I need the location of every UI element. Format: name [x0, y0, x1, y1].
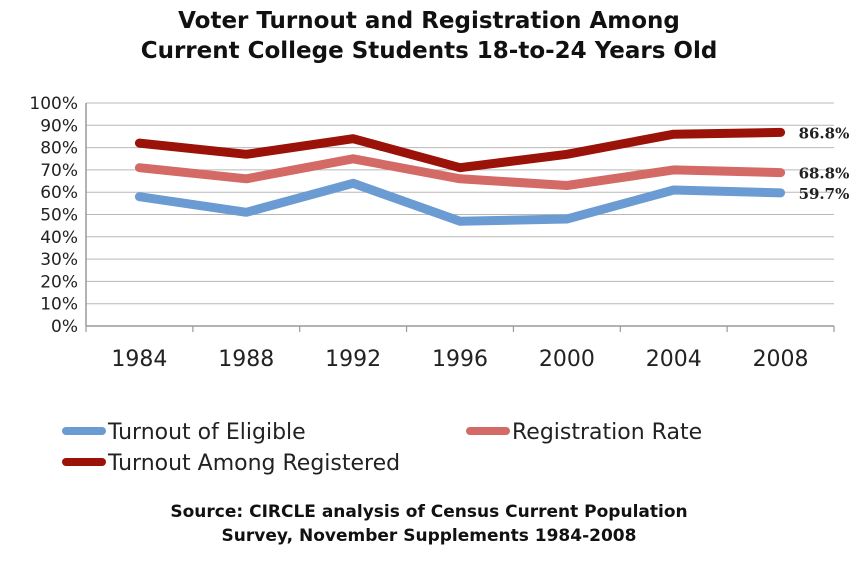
y-tick-label: 20% [40, 272, 78, 292]
y-tick-label: 50% [40, 206, 78, 226]
chart-title: Voter Turnout and Registration Among Cur… [0, 6, 858, 66]
legend-swatch-turnout-eligible [62, 427, 106, 435]
source-line-2: Survey, November Supplements 1984-2008 [221, 526, 637, 546]
legend-label-turnout-registered: Turnout Among Registered [108, 451, 401, 476]
chart-title-line-2: Current College Students 18-to-24 Years … [140, 38, 718, 64]
x-tick-label: 2000 [539, 347, 595, 372]
legend-swatch-registration-rate [466, 427, 510, 435]
end-data-label: 59.7% [799, 185, 850, 203]
line-chart: 0%10% 20%30%40%50% 60%70%80% 90%100% 1984 198… [29, 94, 850, 372]
x-tick-label: 2008 [753, 347, 809, 372]
y-tick-label: 60% [40, 183, 78, 203]
y-tick-label: 30% [40, 250, 78, 270]
end-data-label: 68.8% [799, 165, 850, 183]
source-note: Source: CIRCLE analysis of Census Curren… [0, 500, 858, 548]
y-tick-label: 70% [40, 161, 78, 181]
y-tick-label: 100% [29, 94, 78, 114]
source-line-1: Source: CIRCLE analysis of Census Curren… [170, 502, 688, 522]
end-data-label: 86.8% [799, 124, 850, 142]
y-tick-label: 90% [40, 116, 78, 136]
y-tick-label: 0% [51, 317, 78, 337]
y-tick-label: 80% [40, 139, 78, 159]
x-tick-label: 1996 [432, 347, 488, 372]
legend-item-turnout-registered: Turnout Among Registered [62, 451, 400, 476]
legend-item-registration-rate: Registration Rate [466, 420, 702, 445]
legend-label-turnout-eligible: Turnout of Eligible [108, 420, 306, 445]
series-line-0 [134, 178, 786, 226]
legend-item-turnout-eligible: Turnout of Eligible [62, 420, 306, 445]
x-tick-label: 2004 [646, 347, 702, 372]
legend-swatch-turnout-registered [62, 458, 106, 466]
y-tick-label: 40% [40, 228, 78, 248]
x-tick-label: 1992 [325, 347, 381, 372]
chart-title-line-1: Voter Turnout and Registration Among [178, 8, 680, 34]
series-line-2 [134, 127, 786, 173]
x-tick-label: 1988 [218, 347, 274, 372]
y-tick-label: 10% [40, 295, 78, 315]
legend-label-registration-rate: Registration Rate [512, 420, 703, 445]
x-tick-label: 1984 [111, 347, 167, 372]
